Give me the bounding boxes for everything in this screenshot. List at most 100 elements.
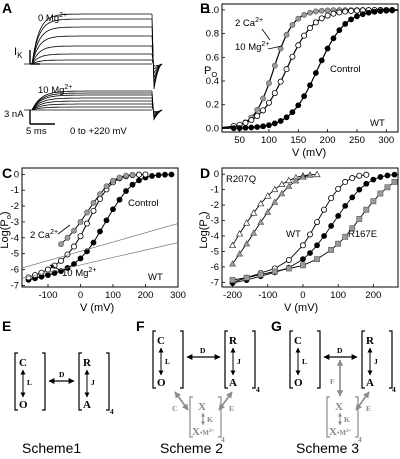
- data-point: [356, 172, 363, 179]
- bracket-lower-close-g: [355, 396, 359, 438]
- data-point: [377, 190, 384, 197]
- data-point: [257, 218, 265, 225]
- data-point: [277, 78, 284, 85]
- data-point: [260, 95, 266, 102]
- data-point: [306, 171, 314, 178]
- data-point: [307, 9, 313, 16]
- current-trace: [31, 53, 152, 65]
- legend-control-b: Control: [330, 64, 361, 75]
- data-point: [342, 233, 349, 240]
- data-point: [90, 207, 97, 214]
- plot-frame-d: [221, 167, 399, 288]
- data-point: [84, 220, 91, 227]
- data-point: [265, 99, 272, 106]
- data-point: [324, 7, 331, 14]
- top-condition-label: 0 Mg2+: [38, 12, 67, 24]
- bracket-right-close-g: [389, 330, 393, 389]
- data-point: [254, 124, 261, 130]
- x-tick-label: 50: [234, 135, 245, 146]
- data-point: [77, 219, 84, 225]
- data-point: [342, 202, 349, 209]
- data-point: [301, 11, 308, 18]
- current-trace: [31, 103, 152, 111]
- data-point: [250, 209, 258, 216]
- data-point: [271, 62, 278, 69]
- current-trace: [31, 97, 152, 111]
- xlabel-d: V (mV): [284, 302, 318, 314]
- data-point: [71, 227, 77, 234]
- bracket-lower-open-g: [326, 396, 330, 438]
- annotation-r207q: R207Q: [226, 174, 256, 185]
- rate-k-g: K: [344, 415, 350, 424]
- data-point: [328, 247, 335, 253]
- current-label: IK: [14, 46, 23, 60]
- x-tick-label: 300: [378, 135, 394, 146]
- data-point: [64, 234, 71, 241]
- data-point: [371, 8, 378, 15]
- data-point: [230, 125, 237, 132]
- state-resting-g: R: [366, 335, 375, 347]
- data-point: [306, 231, 313, 238]
- limiting-slope-line: [21, 242, 179, 279]
- panel-label-a: A: [2, 0, 12, 16]
- data-point: [349, 225, 356, 232]
- scheme-g: G C L O D R J A 4 F E X K X•M2+ 4 Scheme…: [271, 318, 396, 456]
- plot-frame-c: [21, 167, 179, 288]
- rate-l-f: L: [165, 357, 170, 366]
- data-point: [377, 8, 384, 15]
- data-point: [314, 219, 321, 226]
- ylabel-d: Log(Po): [198, 211, 212, 248]
- state-x-g: X: [335, 401, 343, 413]
- rate-k-f: K: [207, 415, 213, 424]
- data-point: [336, 9, 343, 16]
- bracket-left-close: [42, 352, 46, 411]
- y-tick-label: 0.0: [206, 123, 219, 134]
- data-point: [295, 42, 302, 49]
- x-tick-label: -200: [223, 290, 242, 301]
- y-tick-label: -3: [11, 217, 19, 228]
- data-point: [266, 122, 272, 129]
- fit-curve-0: [28, 174, 172, 281]
- data-point: [155, 172, 162, 179]
- rate-l: L: [27, 378, 32, 387]
- data-point: [354, 13, 360, 20]
- data-point: [330, 35, 337, 42]
- scheme-title-2: Scheme 2: [160, 440, 223, 456]
- chart-b: 50 100 150 200 250 300 0.0 0.2 0.4 0.6 0.8 1.0: [206, 5, 398, 146]
- data-point: [142, 171, 149, 178]
- x-tick-label: -100: [38, 290, 57, 301]
- data-point: [318, 57, 325, 64]
- state-xm-g: X•M2+: [329, 426, 352, 438]
- data-point: [363, 171, 370, 178]
- data-point: [77, 233, 84, 240]
- current-trace: [31, 100, 152, 111]
- panel-label-d: D: [200, 165, 210, 181]
- subscript-4-g: 4: [392, 385, 396, 394]
- data-point: [370, 198, 377, 205]
- state-closed: C: [19, 357, 27, 369]
- data-point: [312, 19, 319, 26]
- data-point: [271, 268, 278, 275]
- state-open-f: O: [157, 377, 166, 389]
- state-x-f: X: [198, 401, 206, 413]
- rate-j: J: [91, 378, 95, 387]
- corner-label-c: WT: [148, 272, 163, 283]
- panel-label-c: C: [2, 165, 12, 181]
- rate-j-f: J: [237, 357, 241, 366]
- data-point: [384, 184, 391, 191]
- data-point: [321, 233, 327, 239]
- x-tick-label: 300: [170, 290, 186, 301]
- subscript-4-lower-f: 4: [221, 435, 225, 444]
- data-point: [103, 217, 110, 224]
- data-point: [116, 196, 123, 203]
- rate-l-g: L: [302, 357, 307, 366]
- state-resting: R: [83, 357, 92, 369]
- protocol-label: 0 to +220 mV: [70, 126, 127, 137]
- data-point: [299, 173, 307, 180]
- data-point: [300, 262, 306, 269]
- data-point: [307, 250, 313, 256]
- bracket-left-open: [14, 352, 18, 411]
- data-point: [149, 173, 155, 179]
- y-tick-label: -5: [11, 249, 19, 260]
